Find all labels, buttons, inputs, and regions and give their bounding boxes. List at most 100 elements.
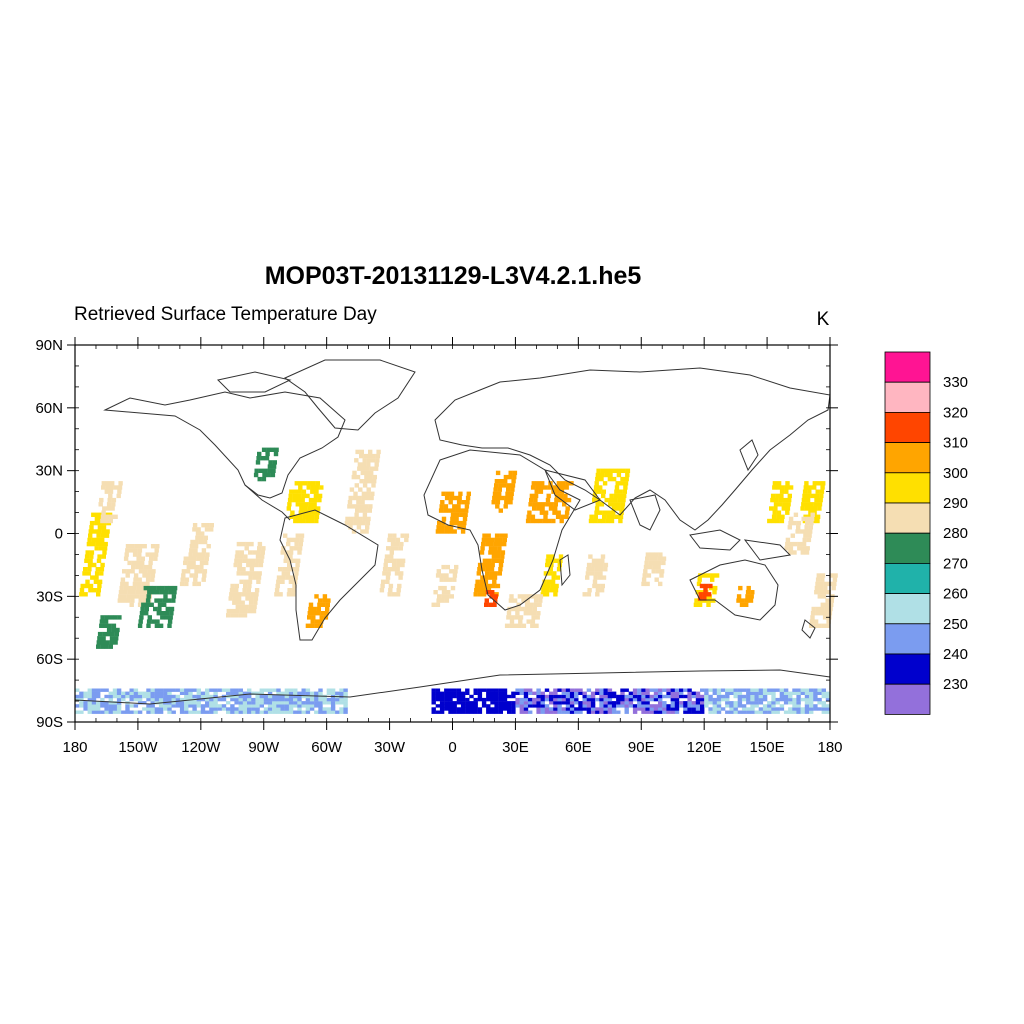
swath-13 <box>435 491 471 534</box>
data-cell <box>654 577 659 582</box>
data-cell <box>534 489 539 494</box>
data-cell <box>263 694 269 699</box>
data-cell <box>251 710 256 714</box>
data-cell <box>255 691 260 695</box>
data-cell <box>255 697 260 702</box>
data-cell <box>490 694 495 699</box>
data-cell <box>330 691 336 695</box>
data-cell <box>804 710 810 714</box>
data-cell <box>620 506 625 511</box>
data-cell <box>645 710 650 714</box>
data-cell <box>88 558 93 563</box>
data-cell <box>456 701 462 705</box>
data-cell <box>500 550 506 555</box>
data-cell <box>494 533 500 538</box>
data-cell <box>326 598 331 603</box>
data-cell <box>802 493 807 499</box>
data-cell <box>720 694 726 699</box>
data-cell <box>733 707 738 711</box>
data-cell <box>498 697 503 702</box>
data-cell <box>96 533 101 538</box>
data-cell <box>387 533 393 538</box>
data-cell <box>123 585 129 591</box>
data-cell <box>318 697 323 702</box>
data-cell <box>604 468 610 473</box>
data-cell <box>169 606 175 612</box>
data-cell <box>620 704 625 708</box>
data-cell <box>96 710 101 714</box>
data-cell <box>601 493 606 499</box>
data-cell <box>716 701 722 705</box>
data-cell <box>460 529 466 534</box>
data-cell <box>600 468 605 473</box>
data-cell <box>637 694 642 699</box>
data-cell <box>460 710 466 714</box>
data-cell <box>574 707 579 711</box>
data-cell <box>494 701 499 705</box>
data-cell <box>785 537 791 543</box>
data-cell <box>813 697 818 702</box>
data-cell <box>359 453 364 459</box>
swath-18 <box>525 481 574 524</box>
data-cell <box>792 704 797 708</box>
data-cell <box>490 697 495 702</box>
data-cell <box>687 694 692 699</box>
swath-4 <box>137 585 178 628</box>
data-cell <box>582 691 587 695</box>
data-cell <box>521 598 526 603</box>
data-cell <box>562 497 567 503</box>
data-cell <box>257 571 262 576</box>
data-cell <box>485 541 490 547</box>
data-cell <box>556 567 562 572</box>
data-cell <box>146 573 151 578</box>
data-cell <box>602 514 607 519</box>
units-label: K <box>817 309 830 330</box>
data-cell <box>654 552 659 557</box>
data-cell <box>565 688 571 692</box>
data-cell <box>809 710 814 714</box>
data-cell <box>507 694 512 699</box>
data-cell <box>230 710 235 714</box>
data-cell <box>599 472 605 478</box>
data-cell <box>519 697 524 702</box>
data-cell <box>810 615 815 620</box>
data-cell <box>146 623 151 628</box>
data-cell <box>97 525 103 530</box>
data-cell <box>288 704 294 708</box>
data-cell <box>810 512 815 517</box>
data-cell <box>444 707 449 711</box>
minor-ticks <box>74 344 831 723</box>
data-cell <box>784 485 790 490</box>
data-cell <box>278 592 283 597</box>
lon-label: 180 <box>817 739 842 756</box>
data-cell <box>746 697 751 702</box>
data-cell <box>125 573 130 578</box>
data-cell <box>335 710 340 714</box>
data-cell <box>357 462 363 467</box>
data-cell <box>788 485 794 490</box>
data-cell <box>116 691 122 695</box>
data-cell <box>815 611 820 616</box>
data-cell <box>272 694 277 699</box>
lon-label: 120E <box>687 739 722 756</box>
data-cell <box>394 571 400 576</box>
data-cell <box>251 691 256 695</box>
data-cell <box>149 602 154 607</box>
data-cell <box>310 619 315 624</box>
data-cell <box>80 583 85 589</box>
data-cell <box>810 611 816 616</box>
data-cell <box>150 694 155 699</box>
data-cell <box>348 495 353 501</box>
data-cell <box>506 483 511 488</box>
data-cell <box>815 577 821 582</box>
data-cell <box>239 579 244 584</box>
data-cell <box>697 577 702 582</box>
data-cell <box>524 602 530 607</box>
data-cell <box>248 600 254 605</box>
data-cell <box>83 694 88 699</box>
data-cell <box>154 710 160 714</box>
data-cell <box>280 579 285 584</box>
data-cell <box>817 623 822 628</box>
data-cell <box>502 704 508 708</box>
data-cell <box>804 701 810 705</box>
